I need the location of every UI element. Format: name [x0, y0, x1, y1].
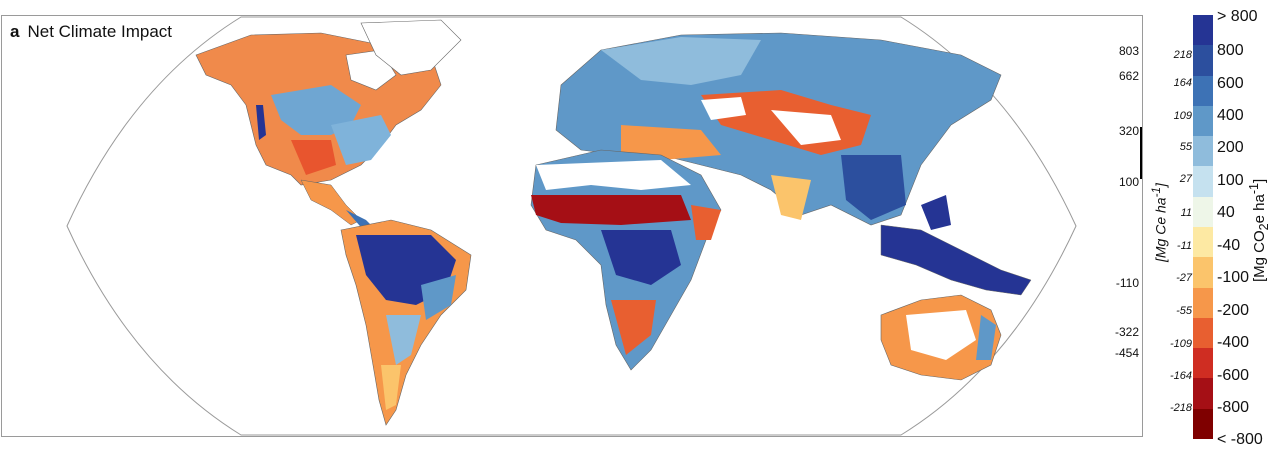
co2-400: 400	[1217, 107, 1244, 124]
tick-662: 662	[1118, 69, 1139, 83]
mgce-minus27: -27	[1176, 272, 1192, 284]
mgce-minus218: -218	[1169, 402, 1192, 414]
colorbar-swatch	[1193, 136, 1213, 167]
mgce-minus11: -11	[1176, 240, 1192, 252]
co2-minus200: -200	[1217, 302, 1250, 319]
co2-lt-minus800: < -800	[1217, 431, 1263, 448]
colorbar-swatch	[1193, 45, 1213, 77]
mgce-minus164: -164	[1169, 370, 1192, 382]
unit-label-co2e: [Mg CO2e ha-1]	[1247, 178, 1271, 282]
mgce-109: 109	[1173, 110, 1192, 122]
colorbar-swatch	[1193, 408, 1213, 440]
co2-100: 100	[1217, 172, 1244, 189]
tick-100: 100	[1118, 175, 1139, 189]
co2-gt800: > 800	[1217, 8, 1258, 25]
colorbar	[1193, 15, 1213, 440]
mgce-11: 11	[1180, 207, 1192, 219]
co2-200: 200	[1217, 139, 1244, 156]
world-map	[1, 15, 1143, 437]
colorbar-swatch	[1193, 105, 1213, 137]
mgce-218: 218	[1173, 49, 1192, 61]
co2-40: 40	[1217, 204, 1235, 221]
greenland	[360, 19, 462, 76]
africa	[530, 149, 722, 371]
panel-title: a Net Climate Impact	[10, 22, 172, 42]
north-america	[195, 32, 442, 233]
colorbar-swatch	[1193, 227, 1213, 258]
colorbar-swatch	[1193, 15, 1213, 46]
colorbar-swatch	[1193, 317, 1213, 349]
tick-320: 320	[1118, 124, 1139, 138]
map-border	[1, 15, 1143, 437]
tick-minus322: -322	[1114, 325, 1139, 339]
se-asia	[880, 195, 1032, 296]
mgce-minus55: -55	[1176, 305, 1192, 317]
panel-title-text: Net Climate Impact	[27, 22, 173, 41]
mgce-55: 55	[1179, 141, 1192, 153]
colorbar-swatch	[1193, 257, 1213, 289]
colorbar-swatch	[1193, 287, 1213, 319]
australia	[880, 294, 1002, 381]
co2-minus400: -400	[1217, 334, 1250, 351]
tick-803: 803	[1118, 44, 1139, 58]
co2-minus800: -800	[1217, 399, 1250, 416]
south-america	[340, 219, 472, 426]
unit-label-mgce: [Mg Ce ha-1]	[1150, 183, 1169, 262]
co2-800: 800	[1217, 42, 1244, 59]
colorbar-swatch	[1193, 75, 1213, 107]
colorbar-swatch	[1193, 348, 1213, 379]
axis-bar	[1140, 127, 1142, 179]
tick-minus110: -110	[1115, 276, 1139, 290]
colorbar-swatch	[1193, 378, 1213, 410]
co2-600: 600	[1217, 75, 1244, 92]
mgce-27: 27	[1179, 173, 1192, 185]
mgce-164: 164	[1173, 77, 1192, 89]
tick-minus454: -454	[1114, 346, 1139, 360]
colorbar-swatch	[1193, 196, 1213, 228]
mgce-minus109: -109	[1169, 338, 1192, 350]
co2-minus100: -100	[1217, 269, 1250, 286]
panel-letter: a	[10, 22, 20, 41]
eurasia	[555, 32, 1002, 226]
co2-minus600: -600	[1217, 367, 1250, 384]
colorbar-swatch	[1193, 166, 1213, 198]
co2-minus40: -40	[1217, 237, 1241, 254]
